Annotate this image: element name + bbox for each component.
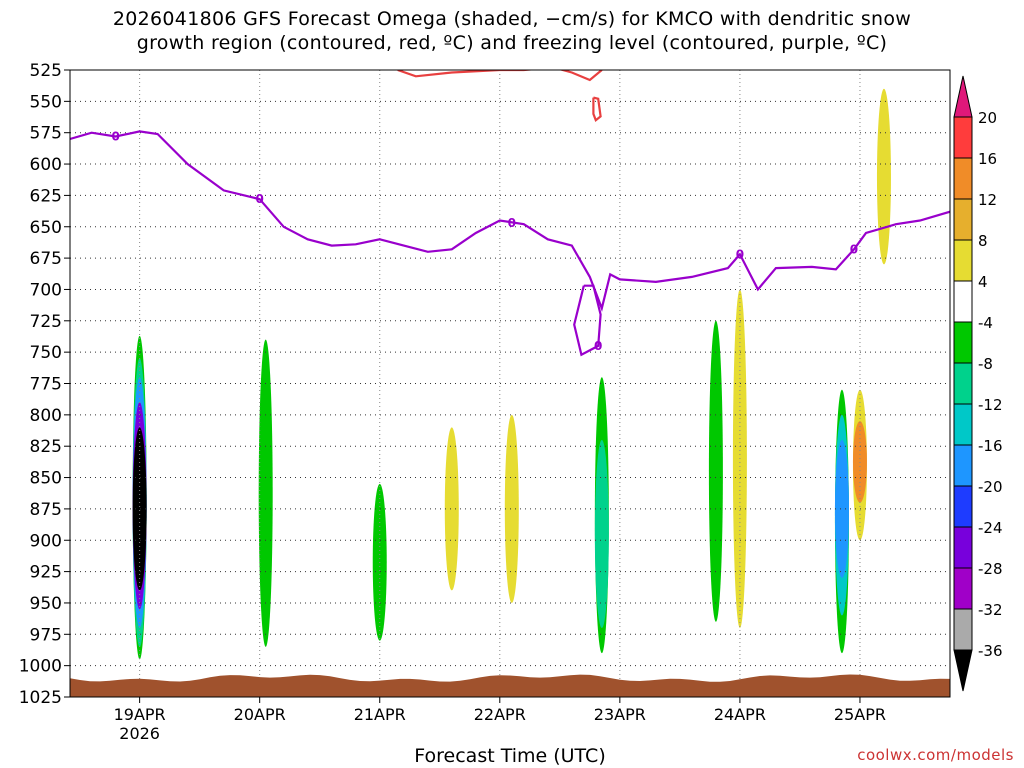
y-tick-label: 900: [30, 531, 62, 551]
terrain-surface: [70, 674, 950, 697]
colorbar-swatch-16_20: [953, 116, 973, 159]
y-tick-label: 825: [30, 437, 62, 457]
y-tick-label: 700: [30, 280, 62, 300]
y-tick-label: 625: [30, 186, 62, 206]
colorbar-label: 12: [978, 191, 997, 209]
colorbar-label: -16: [978, 437, 1003, 455]
omega-shade-m8_m4: [258, 339, 273, 647]
x-tick-label: 22APR: [474, 705, 526, 724]
omega-shade-lt36: [132, 427, 147, 591]
colorbar-top-arrow: [953, 75, 973, 118]
y-tick-label: 550: [30, 92, 62, 112]
colorbar-label: -8: [978, 355, 993, 373]
colorbar-swatch-m32_m28: [953, 567, 973, 610]
colorbar-swatch-m36_m32: [953, 608, 973, 651]
chart-title-line1: 2026041806 GFS Forecast Omega (shaded, −…: [112, 8, 912, 30]
credit-text: coolwx.com/models: [857, 746, 1014, 764]
y-tick-label: 875: [30, 500, 62, 520]
y-tick-label: 650: [30, 218, 62, 238]
y-tick-label: 775: [30, 375, 62, 395]
x-tick-label: 25APR: [834, 705, 886, 724]
colorbar-label: -28: [978, 560, 1003, 578]
colorbar-label: 20: [978, 109, 997, 127]
freezing-level-contour: [70, 130, 950, 312]
colorbar-swatch-m8_m4: [953, 321, 973, 364]
omega-shade-m12_m8: [594, 439, 609, 629]
y-tick-label: 750: [30, 343, 62, 363]
colorbar-swatch-m12_m8: [953, 362, 973, 405]
x-tick-label: 19APR: [114, 705, 166, 724]
x-tick-label: 21APR: [354, 705, 406, 724]
x-year-label: 2026: [119, 724, 160, 743]
y-tick-label: 1025: [19, 688, 62, 708]
x-axis-label: Forecast Time (UTC): [414, 745, 606, 767]
x-tick-label: 24APR: [714, 705, 766, 724]
y-tick-label: 925: [30, 563, 62, 583]
colorbar-bottom-arrow: [953, 649, 973, 692]
colorbar-label: 4: [978, 273, 988, 291]
omega-shade-4_8: [444, 427, 459, 591]
omega-shade-m8_m4: [708, 320, 723, 622]
colorbar-swatch-m28_m24: [953, 526, 973, 569]
y-tick-label: 850: [30, 469, 62, 489]
omega-shade-12_16: [852, 421, 867, 503]
x-tick-label: 23APR: [594, 705, 646, 724]
x-axis: 19APR 20APR 21APR 22APR 23APR 24APR 25APR 2026: [114, 697, 886, 743]
freezing-level-label: 0: [594, 339, 602, 353]
contours: 0 0 0 0 0 0: [70, 70, 950, 357]
colorbar-swatch-8_12: [953, 198, 973, 241]
colorbar-label: -24: [978, 519, 1003, 537]
chart-title-line2: growth region (contoured, red, ºC) and f…: [136, 32, 888, 54]
y-tick-label: 1000: [19, 657, 62, 677]
omega-shade-4_8: [876, 88, 891, 265]
colorbar-swatch-4_8: [953, 239, 973, 282]
colorbar-swatch-m24_m20: [953, 485, 973, 528]
freezing-level-label: 0: [736, 247, 744, 261]
y-tick-label: 800: [30, 406, 62, 426]
y-tick-label: 725: [30, 312, 62, 332]
colorbar: 20 16 12 8 4 -4 -8 -12 -16 -20 -24 -28 -32 -36: [953, 75, 1003, 692]
omega-shade-m20_m16: [834, 439, 849, 578]
colorbar-label: -36: [978, 642, 1003, 660]
colorbar-label: -4: [978, 314, 993, 332]
freezing-level-label: 0: [256, 192, 264, 206]
y-tick-label: 950: [30, 594, 62, 614]
colorbar-label: 8: [978, 232, 988, 250]
dgz-contour-closed: [592, 96, 602, 122]
y-tick-label: 575: [30, 124, 62, 144]
freezing-level-loop: [573, 284, 602, 357]
colorbar-swatch-m4_4: [953, 280, 973, 323]
omega-shade-4_8: [504, 414, 519, 603]
y-tick-label: 525: [30, 61, 62, 81]
freezing-level-label: 0: [850, 242, 858, 256]
y-tick-label: 975: [30, 625, 62, 645]
y-tick-label: 600: [30, 155, 62, 175]
colorbar-swatch-m20_m16: [953, 444, 973, 487]
dgz-contour: [397, 70, 603, 82]
y-tick-label: 675: [30, 249, 62, 269]
y-axis: 525 550 575 600 625 650 675 700 725 750 775 800 825 8…: [19, 61, 70, 708]
colorbar-swatch-12_16: [953, 157, 973, 200]
colorbar-swatch-m16_m12: [953, 403, 973, 446]
x-tick-label: 20APR: [234, 705, 286, 724]
colorbar-label: 16: [978, 150, 997, 168]
omega-shading: [132, 88, 891, 660]
freezing-level-label: 0: [111, 129, 119, 143]
colorbar-label: -20: [978, 478, 1003, 496]
colorbar-label: -12: [978, 396, 1003, 414]
freezing-level-label: 0: [508, 216, 516, 230]
terrain-fill: [70, 674, 950, 697]
colorbar-label: -32: [978, 601, 1003, 619]
